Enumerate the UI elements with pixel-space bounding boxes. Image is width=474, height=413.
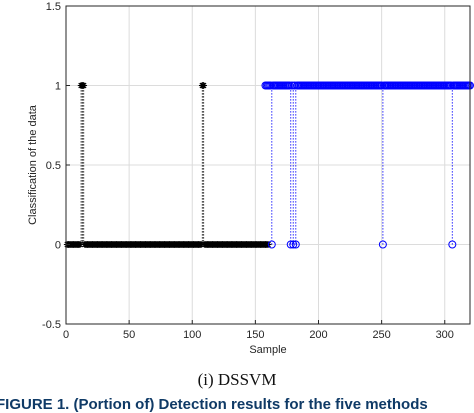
x-tick-label: 100	[183, 329, 201, 341]
circle-marker	[266, 81, 275, 90]
circle-marker	[267, 240, 276, 249]
circle-marker	[378, 240, 387, 249]
circle-marker	[285, 81, 294, 90]
circle-marker	[447, 81, 456, 90]
stem-lines	[80, 85, 453, 245]
x-tick-label: 200	[309, 329, 327, 341]
circle-marker	[286, 240, 295, 249]
x-tick-label: 150	[246, 329, 264, 341]
figure-bottom-text: FIGURE 1. (Portion of) Detection results…	[0, 396, 428, 413]
x-tick-label: 0	[63, 329, 69, 341]
ticks: 0 50 100 150 200 250 300-0.500.511.5	[42, 1, 454, 341]
circle-marker	[291, 240, 300, 249]
circle-marker	[377, 81, 386, 90]
x-tick-label: 250	[372, 329, 390, 341]
grid	[65, 5, 470, 325]
y-tick-label: 1.5	[46, 1, 61, 13]
y-tick-label: 1	[55, 81, 61, 93]
y-tick-label: 0.5	[46, 160, 61, 172]
asterisk-marker	[80, 82, 88, 89]
figure-caption: (i) DSSVM	[197, 370, 277, 389]
y-axis-label: Classification of the data	[27, 104, 39, 225]
circle-marker	[448, 240, 457, 249]
x-tick-label: 300	[436, 329, 454, 341]
x-axis-label: Sample	[249, 344, 286, 356]
asterisk-marker	[200, 82, 208, 89]
y-tick-label: 0	[55, 240, 61, 252]
y-tick-label: -0.5	[42, 319, 61, 331]
circle-marker	[289, 240, 298, 249]
circle-marker	[290, 81, 299, 90]
data-markers	[63, 81, 474, 249]
circle-marker	[287, 81, 296, 90]
x-tick-label: 50	[123, 329, 135, 341]
